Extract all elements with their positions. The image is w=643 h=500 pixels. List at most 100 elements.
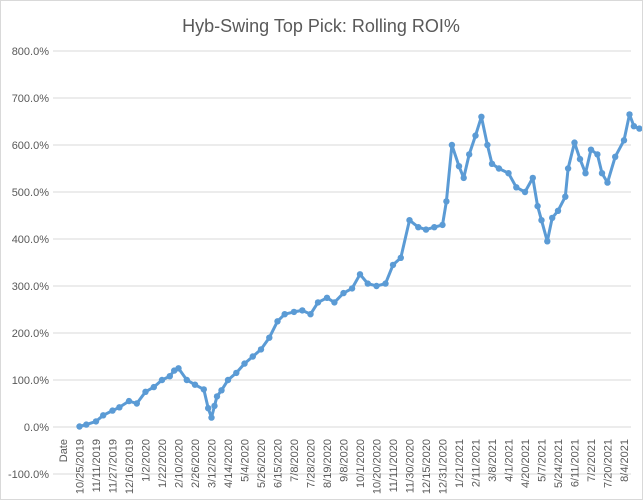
x-tick-label: 5/24/2021 [553, 439, 565, 488]
data-point [439, 221, 446, 229]
data-point [373, 282, 380, 290]
data-point [133, 400, 140, 407]
data-point [218, 387, 225, 394]
y-tick-label: 800.0% [12, 46, 50, 58]
chart-title: Hyb-Swing Top Pick: Rolling ROI% [182, 16, 460, 36]
x-tick-label: 1/22/2020 [157, 439, 169, 488]
data-point [213, 393, 221, 400]
data-point [397, 254, 404, 261]
y-tick-label: 0.0% [24, 422, 49, 434]
data-point [460, 174, 467, 182]
data-point [488, 160, 496, 167]
x-tick-label: 12/31/2020 [438, 439, 450, 494]
x-tick-label: 12/15/2020 [421, 439, 433, 494]
data-point [538, 217, 545, 224]
data-point [233, 369, 240, 377]
data-point [166, 373, 173, 380]
data-point [443, 198, 450, 205]
x-tick-label: 9/8/2020 [339, 439, 351, 482]
x-tick-label: 3/8/2021 [487, 439, 499, 482]
data-point [382, 280, 389, 287]
x-tick-label: 11/30/2020 [405, 439, 417, 493]
data-point [92, 418, 100, 425]
data-point [406, 217, 413, 224]
x-tick-label: 1/2/2020 [141, 439, 153, 482]
data-point [211, 402, 218, 410]
data-point [582, 170, 589, 177]
data-point [100, 412, 107, 419]
data-point [158, 376, 166, 384]
x-tick-label: 6/15/2020 [273, 439, 285, 488]
data-point [594, 151, 601, 158]
data-point [142, 388, 149, 395]
x-tick-label: 8/19/2020 [322, 439, 334, 488]
data-point [323, 294, 331, 301]
data-point [626, 111, 633, 118]
y-tick-label: -100.0% [8, 469, 49, 481]
x-tick-label: 7/28/2020 [306, 439, 318, 488]
data-point [534, 202, 541, 210]
data-point [314, 299, 322, 306]
data-point [472, 132, 479, 139]
y-tick-label: 400.0% [12, 234, 50, 246]
data-point [125, 397, 133, 405]
data-point [630, 123, 638, 130]
y-tick-label: 300.0% [12, 281, 50, 293]
x-tick-label: 2/11/2021 [471, 439, 483, 487]
data-point [257, 346, 265, 353]
data-point [175, 365, 182, 372]
data-point [564, 165, 572, 172]
data-point [205, 405, 212, 412]
data-point [576, 155, 584, 163]
data-point [364, 280, 371, 287]
data-point [571, 139, 578, 146]
data-point [150, 383, 157, 391]
x-tick-label: 4/20/2021 [520, 439, 532, 488]
data-point [513, 184, 520, 191]
data-point [274, 318, 281, 325]
series-layer [76, 111, 642, 430]
y-tick-label: 500.0% [12, 187, 50, 199]
data-point [208, 414, 215, 421]
data-point [636, 125, 642, 132]
data-point [484, 141, 491, 149]
data-point [340, 289, 347, 297]
y-axis-ticks: -100.0% 0.0% 100.0% 200.0% 300.0% 400.0% 500.0… [8, 46, 49, 481]
x-tick-label: 11/11/2019 [91, 439, 103, 492]
x-tick-label: 3/12/2020 [207, 439, 219, 488]
data-point [448, 141, 456, 149]
x-tick-label: 6/11/2021 [570, 439, 582, 487]
data-point [612, 153, 619, 160]
data-point [266, 334, 273, 341]
x-axis-ticks: Date 10/25/2019 11/11/2019 11/27/2019 12/16/… [58, 439, 631, 494]
x-tick-label: 12/16/2019 [124, 439, 136, 494]
x-tick-label: 10/20/2020 [372, 439, 384, 494]
data-point [466, 151, 473, 158]
data-point [348, 285, 356, 292]
x-tick-label: 5/4/2020 [240, 439, 252, 482]
x-tick-label: 2/10/2020 [174, 439, 186, 488]
data-point [183, 376, 190, 384]
data-point [290, 308, 298, 316]
data-point [200, 386, 207, 393]
data-point [241, 360, 248, 367]
x-tick-label: 8/4/2021 [619, 439, 631, 482]
data-point [116, 404, 123, 411]
x-tick-label: 7/2/2021 [586, 439, 598, 482]
x-tick-label: 11/11/2020 [388, 439, 400, 492]
data-point [431, 224, 438, 231]
x-tick-label: 4/14/2020 [223, 439, 235, 488]
gridlines [53, 50, 631, 475]
data-point [562, 193, 569, 200]
data-point [109, 407, 116, 414]
y-tick-label: 100.0% [12, 375, 50, 387]
data-point [224, 376, 232, 384]
data-point [191, 381, 199, 388]
data-point [281, 311, 288, 318]
x-tick-label: 5/7/2021 [537, 439, 549, 482]
y-tick-label: 600.0% [12, 140, 50, 152]
data-point [505, 170, 512, 177]
series-line [78, 112, 641, 428]
